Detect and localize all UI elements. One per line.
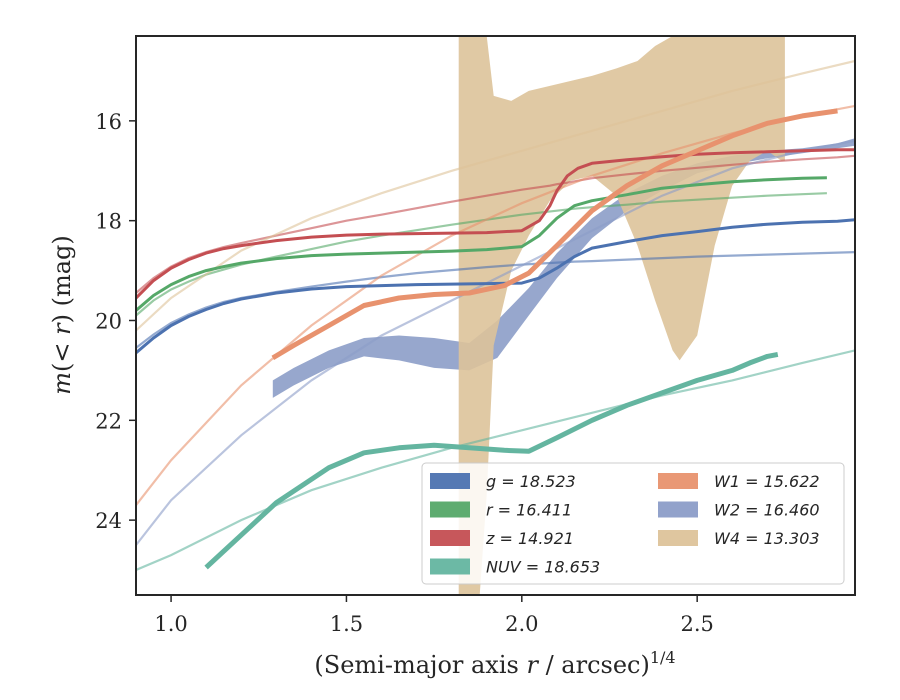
x-axis-label-var: r: [526, 651, 539, 679]
plot-frame: [135, 35, 856, 596]
legend-swatch-w2: [658, 501, 698, 518]
x-axis-label-prefix: (Semi-major axis: [314, 651, 526, 679]
legend: g = 18.523 r = 16.411 z = 14.921 NUV = 18.6…: [421, 462, 845, 585]
y-tick-label: 24: [95, 509, 122, 533]
y-tick-label: 16: [95, 110, 122, 134]
profile-band-w2: [272, 138, 855, 398]
legend-swatch-r: [430, 501, 470, 518]
x-axis-label: (Semi-major axis r / arcsec)1/4: [314, 648, 675, 679]
x-tick-label: 2.5: [680, 612, 713, 636]
y-tick-label: 18: [95, 210, 122, 234]
legend-label-nuv: NUV = 18.653: [486, 558, 600, 577]
y-tick-label: 22: [95, 409, 122, 433]
legend-label-r: r = 16.411: [486, 501, 572, 520]
legend-swatch-nuv: [430, 558, 470, 575]
y-axis-ticks: 16 18 20 22 24: [95, 110, 136, 533]
legend-swatch-z: [430, 530, 470, 546]
profile-curve-w1: [271, 108, 838, 361]
x-axis-label-unit: / arcsec): [538, 651, 650, 679]
model-curve-r: [136, 192, 827, 317]
y-axis-label: m(< r) (mag): [48, 235, 76, 395]
legend-label-w2: W2 = 16.460: [714, 501, 820, 520]
x-axis-ticks: 1.0 1.5 2.0 2.5: [154, 595, 714, 636]
profile-curve-g: [136, 218, 855, 355]
model-curve-g: [136, 251, 855, 349]
profile-curves: [136, 108, 855, 570]
model-curve-w4: [136, 59, 855, 332]
legend-label-g: g = 18.523: [486, 472, 576, 491]
legend-label-z: z = 14.921: [485, 529, 574, 548]
profile-curve-z: [136, 148, 855, 300]
legend-label-w1: W1 = 15.622: [714, 472, 820, 491]
legend-swatch-w1: [658, 473, 698, 489]
x-tick-label: 1.0: [154, 612, 187, 636]
legend-label-w4: W4 = 13.303: [714, 529, 820, 548]
profile-curve-r: [136, 176, 827, 312]
legend-swatch-w4: [658, 530, 698, 546]
x-tick-label: 2.0: [505, 612, 538, 636]
y-tick-label: 20: [95, 309, 122, 333]
uncertainty-bands: [272, 36, 855, 595]
legend-frame: [421, 462, 845, 585]
profile-curve-nuv: [204, 351, 779, 570]
x-axis-label-exponent: 1/4: [650, 648, 676, 667]
x-tick-label: 1.5: [330, 612, 363, 636]
profile-band-w4: [458, 36, 785, 595]
legend-swatch-g: [430, 473, 470, 489]
model-curve-nuv: [136, 349, 855, 572]
